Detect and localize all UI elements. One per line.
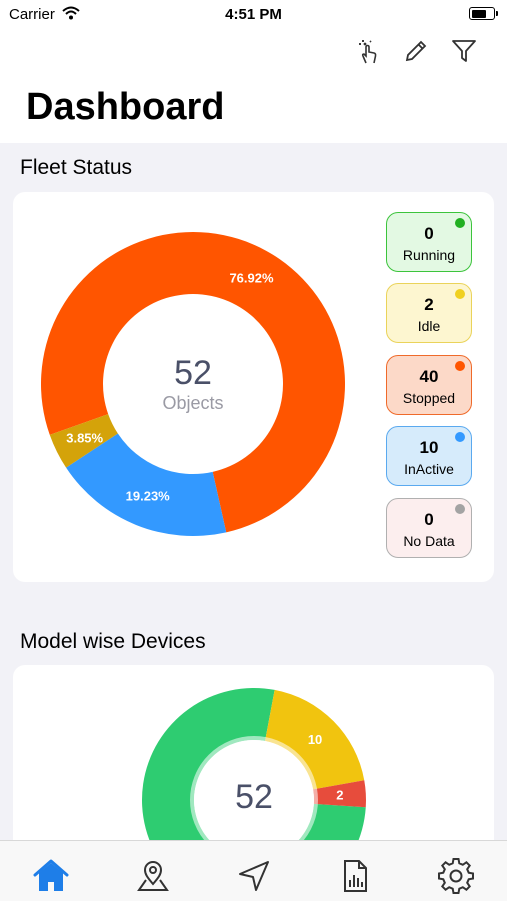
model-devices-donut-chart: 10 2	[142, 688, 366, 865]
legend-no-data[interactable]: 0 No Data	[386, 498, 472, 558]
legend-idle-dot	[455, 289, 465, 299]
report-icon	[344, 860, 367, 892]
pencil-icon[interactable]	[401, 36, 431, 66]
legend-stopped-label: Stopped	[402, 390, 456, 406]
wifi-icon	[62, 6, 80, 25]
model-total-count: 52	[235, 778, 273, 816]
fleet-total: 52 Objects	[133, 354, 253, 414]
legend-inactive-label: InActive	[404, 461, 454, 477]
model-slice-0[interactable]	[142, 688, 366, 865]
model-slice-1[interactable]	[265, 689, 365, 790]
clock: 4:51 PM	[225, 6, 282, 23]
home-icon	[33, 859, 69, 891]
model-slice-label-1: 10	[308, 732, 322, 747]
fleet-total-count: 52	[174, 354, 212, 392]
model-slice-2[interactable]	[313, 780, 366, 808]
tab-bar	[0, 840, 507, 901]
status-bar: Carrier 4:51 PM	[0, 0, 507, 30]
nav-header: Dashboard	[0, 30, 507, 143]
legend-running-count: 0	[424, 224, 434, 243]
model-total: 52	[194, 778, 314, 817]
tab-home[interactable]	[31, 856, 71, 896]
fleet-slice-label-1: 19.23%	[126, 489, 171, 504]
header-actions	[353, 36, 479, 66]
legend-inactive[interactable]: 10 InActive	[386, 426, 472, 486]
legend-inactive-count: 10	[419, 438, 439, 457]
legend-stopped[interactable]: 40 Stopped	[386, 355, 472, 415]
legend-idle-label: Idle	[417, 318, 441, 334]
legend-running[interactable]: 0 Running	[386, 212, 472, 272]
fleet-status-card: 76.92% 19.23% 3.85% 52 Objects 0 Running 2…	[13, 192, 494, 582]
fleet-slice-1[interactable]	[66, 433, 227, 536]
fleet-slice-label-0: 76.92%	[229, 271, 274, 286]
tab-map[interactable]	[133, 856, 173, 896]
fleet-slice-2[interactable]	[49, 414, 118, 468]
page-title: Dashboard	[26, 86, 225, 128]
legend-inactive-dot	[455, 432, 465, 442]
tab-settings[interactable]	[436, 856, 476, 896]
model-slice-label-2: 2	[336, 788, 343, 803]
fleet-slice-0[interactable]	[41, 231, 346, 533]
settings-icon	[438, 858, 474, 894]
legend-no-data-label: No Data	[403, 533, 455, 549]
tab-reports[interactable]	[335, 856, 375, 896]
fleet-slice-label-2: 3.85%	[66, 430, 103, 445]
fleet-status-title: Fleet Status	[20, 156, 133, 179]
filter-icon[interactable]	[449, 36, 479, 66]
carrier-label: Carrier	[9, 6, 55, 23]
tap-sparkle-icon[interactable]	[353, 36, 383, 66]
model-devices-card: 10 2 52	[13, 665, 494, 865]
legend-no-data-dot	[455, 504, 465, 514]
legend-idle[interactable]: 2 Idle	[386, 283, 472, 343]
fleet-status-donut-chart: 76.92% 19.23% 3.85%	[41, 231, 346, 536]
legend-idle-count: 2	[424, 295, 434, 314]
tab-navigation[interactable]	[234, 856, 274, 896]
battery-icon	[469, 7, 498, 20]
legend-stopped-count: 40	[419, 367, 439, 386]
model-devices-title: Model wise Devices	[20, 630, 206, 653]
navigation-icon	[239, 861, 269, 891]
legend-stopped-dot	[455, 361, 465, 371]
legend-running-dot	[455, 218, 465, 228]
fleet-total-label: Objects	[162, 393, 224, 413]
map-pin-icon	[137, 861, 169, 891]
legend-running-label: Running	[402, 247, 456, 263]
legend-no-data-count: 0	[424, 510, 434, 529]
